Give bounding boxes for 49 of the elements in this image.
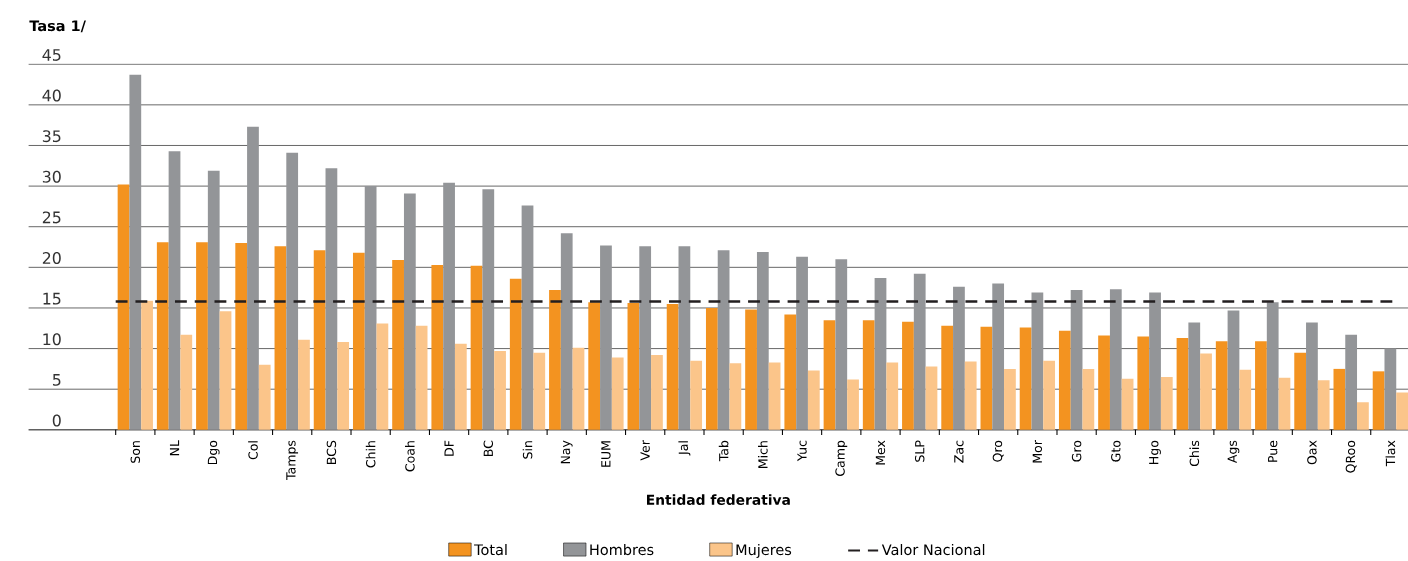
x-tick-label: DF <box>444 440 454 456</box>
x-tick-label: Coah <box>405 441 415 472</box>
x-tick-label: Hgo <box>1149 440 1161 464</box>
x-tick-label: Chis <box>1189 440 1200 466</box>
x-tick-label: Oax <box>1307 440 1317 465</box>
x-tick-label: BCS <box>326 440 337 464</box>
x-tick-label: Mex <box>875 440 886 465</box>
x-tick-label: Tlax <box>1385 440 1396 467</box>
y-tick-label: 0 <box>52 414 61 427</box>
y-tick-label: 45 <box>42 49 61 61</box>
legend-label: Mujeres <box>736 543 792 558</box>
y-tick-label: 10 <box>43 333 61 346</box>
x-tick-label: Tab <box>718 440 729 462</box>
legend-label: Valor Nacional <box>881 543 985 556</box>
y-tick-label: 25 <box>42 211 61 224</box>
x-tick-label: Yuc <box>797 440 807 462</box>
y-tick-label: 15 <box>43 292 61 305</box>
y-tick-label: 30 <box>42 170 61 183</box>
x-tick-label: Pue <box>1268 440 1278 462</box>
y-tick-label: 5 <box>52 374 61 386</box>
legend-label: Hombres <box>590 543 654 556</box>
x-axis-title: Entidad federativa <box>647 494 790 505</box>
x-tick-label: Mor <box>1032 439 1043 463</box>
y-tick-label: 35 <box>42 130 61 143</box>
x-tick-label: QRoo <box>1345 440 1357 473</box>
x-tick-label: EUM <box>601 441 611 467</box>
x-tick-label: SLP <box>914 440 925 462</box>
legend-label: Total <box>474 543 507 556</box>
y-axis-title: Tasa 1/ <box>29 20 86 33</box>
x-tick-label: Dgo <box>207 440 220 465</box>
x-tick-label: NL <box>169 440 180 456</box>
x-tick-label: Gro <box>1071 440 1082 462</box>
x-tick-label: Camp <box>835 440 848 476</box>
x-tick-label: Qro <box>992 440 1004 462</box>
y-tick-label: 20 <box>42 251 61 264</box>
x-tick-label: BC <box>483 440 494 456</box>
x-tick-label: Zac <box>954 440 964 463</box>
x-tick-label: Son <box>130 441 141 463</box>
x-tick-label: Nay <box>560 440 573 464</box>
x-tick-label: Ags <box>1227 440 1240 463</box>
y-tick-label: 40 <box>42 89 61 102</box>
x-tick-label: Tamps <box>286 440 299 480</box>
x-tick-label: Mich <box>758 441 768 468</box>
x-tick-label: Gto <box>1111 440 1121 462</box>
x-tick-label: Chih <box>365 441 376 468</box>
x-tick-label: Jal <box>678 441 691 456</box>
x-tick-label: Ver <box>640 439 650 461</box>
x-tick-label: Col <box>248 441 258 460</box>
x-tick-label: Sin <box>522 441 533 459</box>
